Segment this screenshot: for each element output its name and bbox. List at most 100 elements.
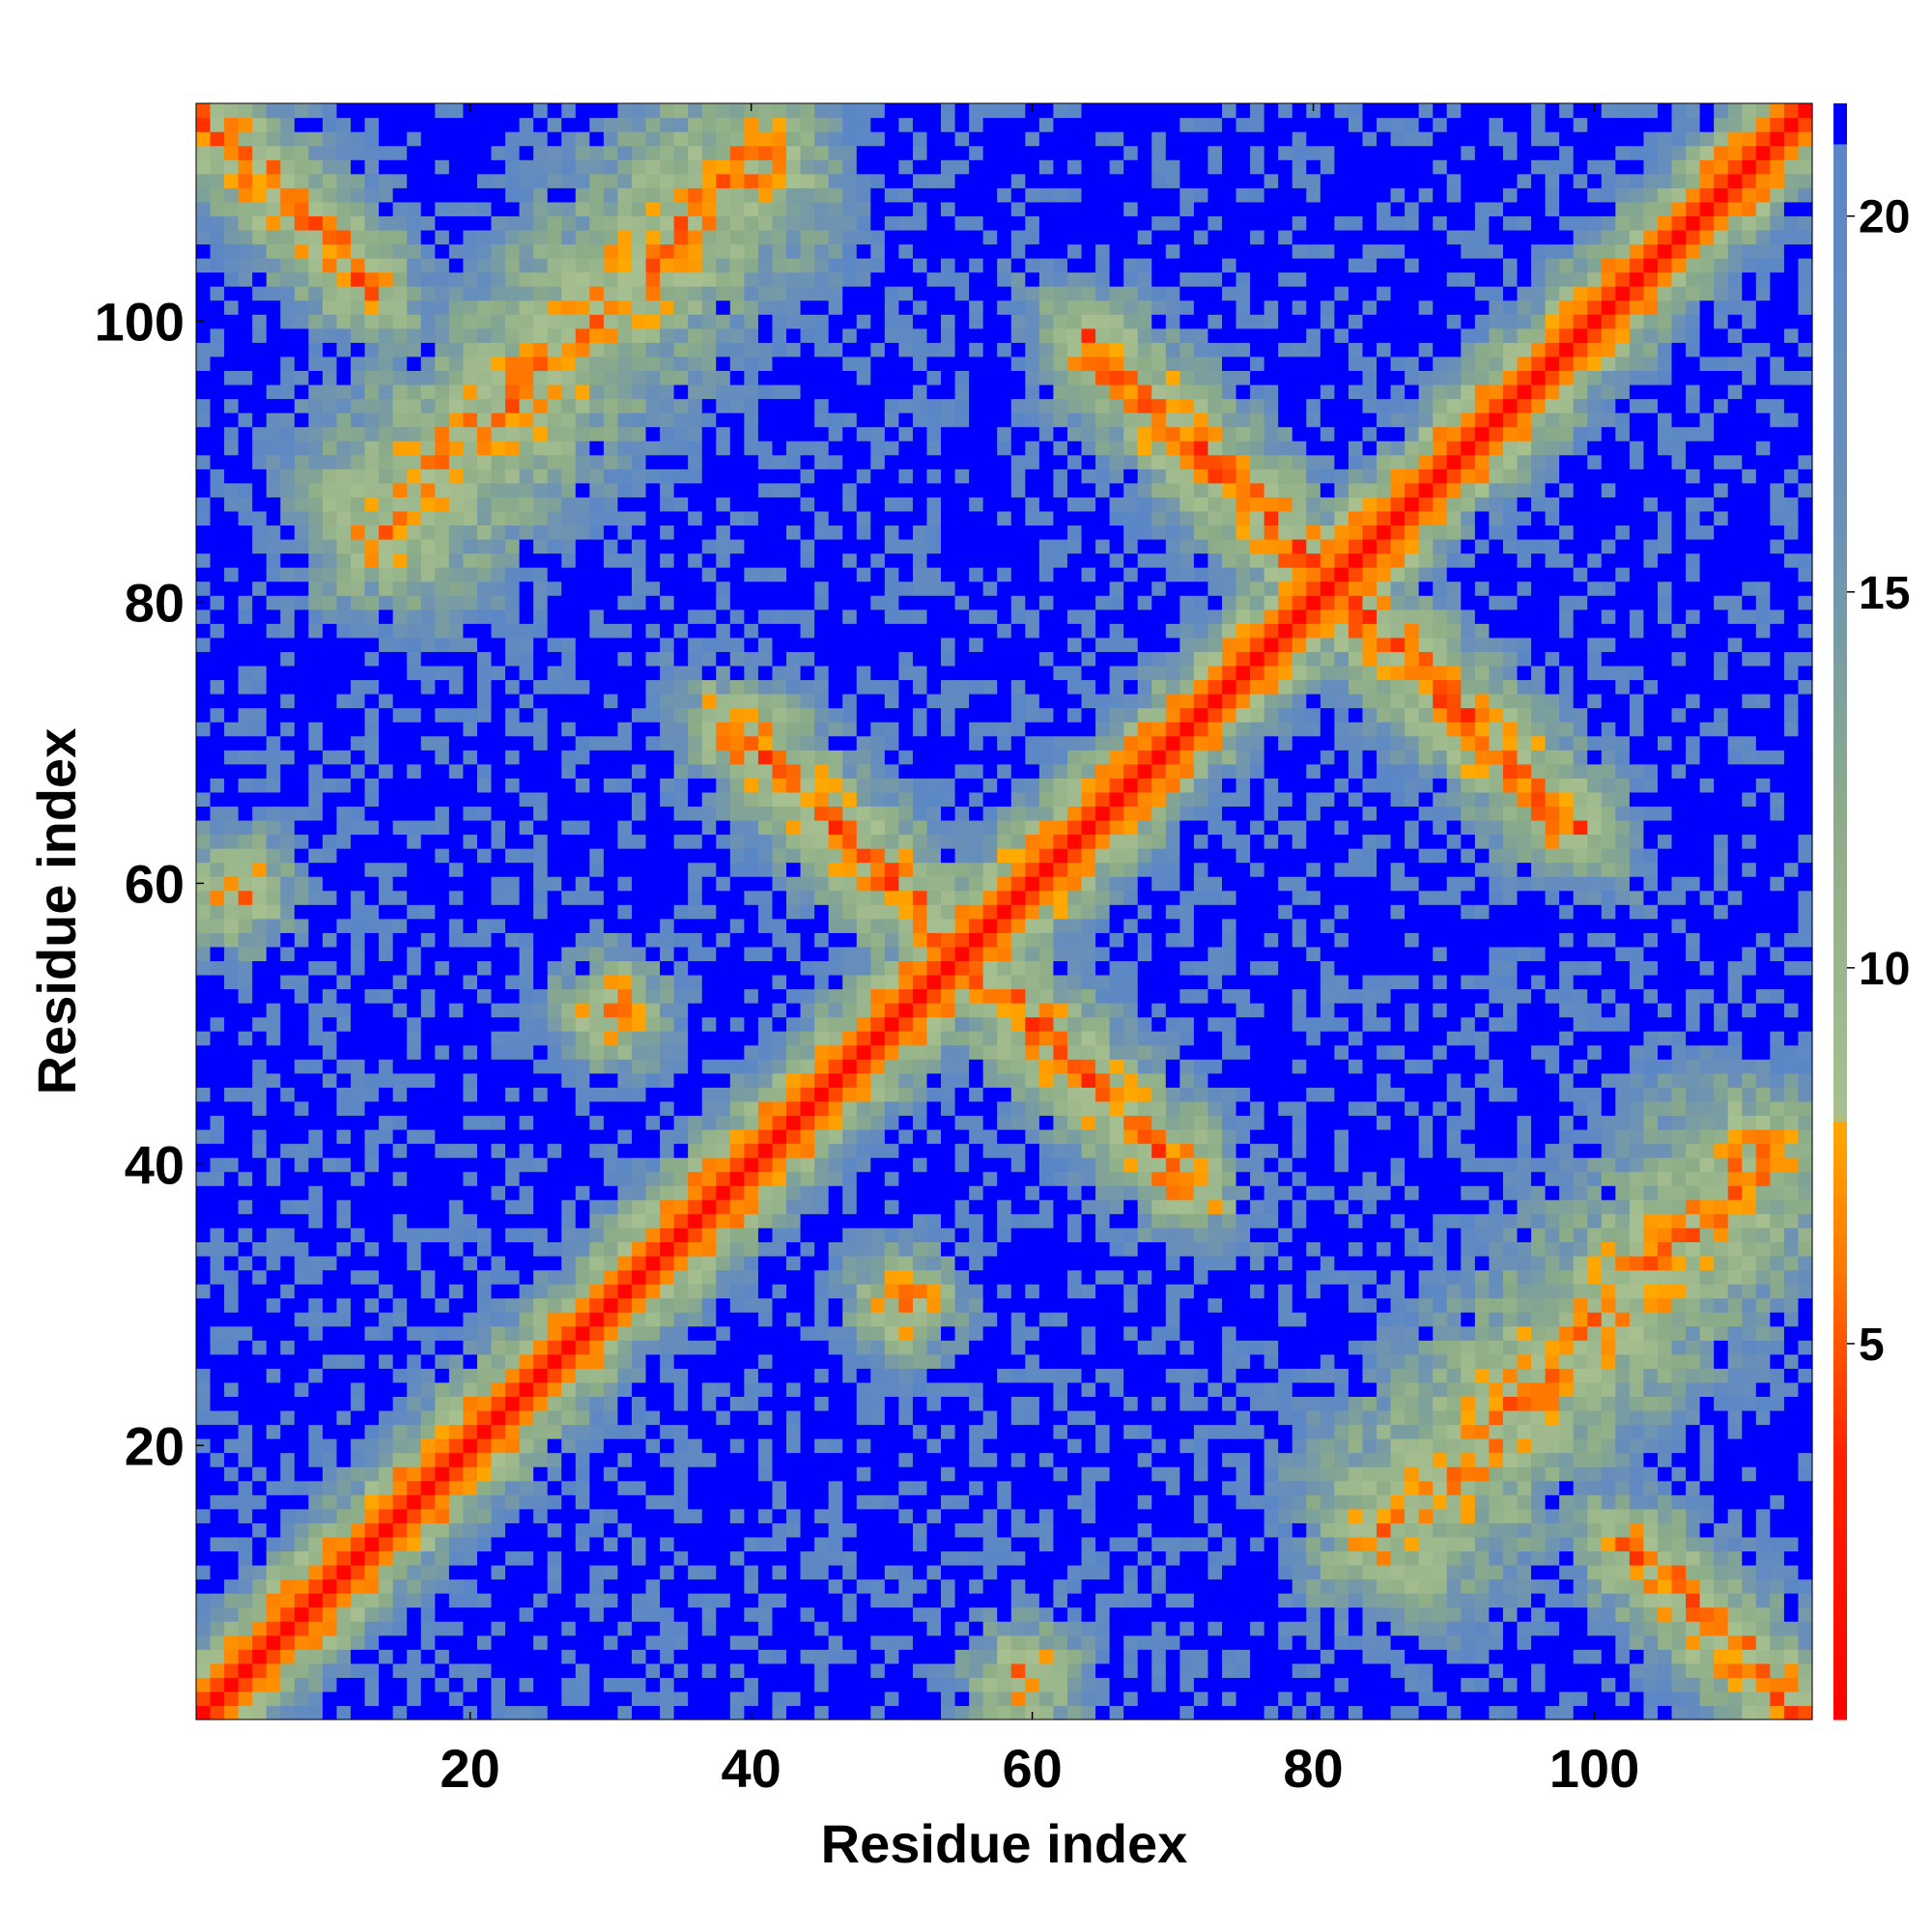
heatmap-cell bbox=[476, 1634, 493, 1650]
heatmap-cell bbox=[688, 567, 703, 582]
heatmap-cell bbox=[688, 1522, 703, 1538]
heatmap-cell bbox=[631, 1424, 647, 1439]
heatmap-cell bbox=[322, 1466, 338, 1482]
heatmap-cell bbox=[336, 946, 352, 962]
heatmap-cell bbox=[322, 1003, 338, 1018]
heatmap-cell bbox=[266, 1199, 281, 1214]
heatmap-cell bbox=[379, 1593, 394, 1608]
heatmap-cell bbox=[603, 1690, 619, 1707]
heatmap-cell bbox=[505, 1312, 521, 1327]
heatmap-cell bbox=[210, 694, 225, 709]
heatmap-cell bbox=[294, 1284, 309, 1299]
heatmap-cell bbox=[716, 538, 731, 554]
heatmap-cell bbox=[448, 469, 465, 484]
heatmap-cell bbox=[407, 243, 422, 259]
heatmap-cell bbox=[603, 735, 619, 751]
heatmap-cell bbox=[476, 1536, 493, 1552]
heatmap-cell bbox=[772, 525, 787, 540]
heatmap-cell bbox=[463, 1578, 478, 1594]
heatmap-cell bbox=[476, 243, 493, 259]
heatmap-cell bbox=[617, 1115, 633, 1130]
heatmap-cell bbox=[589, 1115, 605, 1130]
heatmap-cell bbox=[701, 890, 717, 905]
heatmap-cell bbox=[351, 1284, 366, 1299]
heatmap-cell bbox=[716, 117, 731, 132]
heatmap-cell bbox=[547, 1662, 562, 1678]
heatmap-cell bbox=[757, 1199, 774, 1214]
heatmap-cell bbox=[435, 314, 450, 329]
heatmap-cell bbox=[476, 735, 493, 751]
heatmap-cell bbox=[701, 1353, 717, 1369]
heatmap-cell bbox=[196, 1396, 212, 1411]
heatmap-cell bbox=[519, 1353, 534, 1369]
heatmap-cell bbox=[744, 243, 759, 259]
heatmap-cell bbox=[688, 890, 703, 905]
heatmap-cell bbox=[379, 1508, 394, 1523]
heatmap-cell bbox=[505, 1353, 521, 1369]
heatmap-cell bbox=[407, 750, 422, 765]
heatmap-cell bbox=[547, 988, 562, 1004]
heatmap-cell bbox=[645, 1312, 661, 1327]
heatmap-cell bbox=[603, 201, 619, 216]
heatmap-cell bbox=[392, 1157, 408, 1173]
heatmap-cell bbox=[280, 1143, 296, 1158]
heatmap-cell bbox=[547, 1255, 562, 1271]
heatmap-cell bbox=[224, 834, 240, 849]
heatmap-cell bbox=[210, 918, 225, 933]
heatmap-cell bbox=[196, 1312, 212, 1327]
heatmap-cell bbox=[645, 848, 661, 864]
heatmap-cell bbox=[505, 763, 521, 779]
heatmap-cell bbox=[757, 1409, 774, 1426]
heatmap-cell bbox=[280, 1466, 296, 1482]
heatmap-cell bbox=[210, 1044, 225, 1060]
heatmap-cell bbox=[364, 412, 380, 428]
heatmap-cell bbox=[238, 581, 253, 596]
heatmap-cell bbox=[224, 1213, 240, 1229]
heatmap-cell bbox=[729, 1312, 745, 1327]
heatmap-cell bbox=[336, 398, 352, 413]
heatmap-cell bbox=[336, 1227, 352, 1242]
heatmap-cell bbox=[351, 763, 366, 779]
heatmap-cell bbox=[294, 1227, 309, 1242]
heatmap-cell bbox=[322, 1368, 338, 1383]
heatmap-cell bbox=[252, 510, 268, 526]
heatmap-cell bbox=[603, 525, 619, 540]
heatmap-cell bbox=[505, 384, 521, 400]
heatmap-cell bbox=[617, 932, 633, 948]
heatmap-cell bbox=[505, 960, 521, 976]
heatmap-cell bbox=[505, 201, 521, 216]
heatmap-cell bbox=[392, 1452, 408, 1467]
heatmap-cell bbox=[701, 187, 717, 203]
heatmap-cell bbox=[435, 243, 450, 259]
heatmap-cell bbox=[729, 314, 745, 329]
heatmap-cell bbox=[448, 229, 465, 245]
heatmap-cell bbox=[744, 806, 759, 821]
heatmap-cell bbox=[308, 553, 324, 568]
heatmap-cell bbox=[716, 1284, 731, 1299]
heatmap-cell bbox=[463, 694, 478, 709]
heatmap-cell bbox=[420, 791, 436, 807]
heatmap-cell bbox=[448, 1381, 465, 1397]
heatmap-cell bbox=[589, 1564, 605, 1580]
heatmap-cell bbox=[575, 1452, 590, 1467]
heatmap-cell bbox=[519, 1044, 534, 1060]
heatmap-cell bbox=[660, 159, 675, 175]
heatmap-cell bbox=[491, 778, 506, 793]
heatmap-cell bbox=[238, 314, 253, 329]
heatmap-cell bbox=[448, 1494, 465, 1510]
heatmap-cell bbox=[280, 440, 296, 456]
heatmap-cell bbox=[688, 1128, 703, 1145]
heatmap-cell bbox=[744, 1031, 759, 1046]
heatmap-cell bbox=[322, 974, 338, 990]
heatmap-cell bbox=[603, 791, 619, 807]
heatmap-cell bbox=[561, 890, 577, 905]
heatmap-cell bbox=[491, 1564, 506, 1580]
heatmap-cell bbox=[322, 707, 338, 723]
heatmap-cell bbox=[476, 750, 493, 765]
heatmap-cell bbox=[210, 1690, 225, 1707]
heatmap-cell bbox=[575, 651, 590, 667]
heatmap-cell bbox=[224, 1241, 240, 1257]
heatmap-cell bbox=[660, 679, 675, 695]
heatmap-cell bbox=[533, 1128, 549, 1145]
heatmap-cell bbox=[224, 426, 240, 441]
